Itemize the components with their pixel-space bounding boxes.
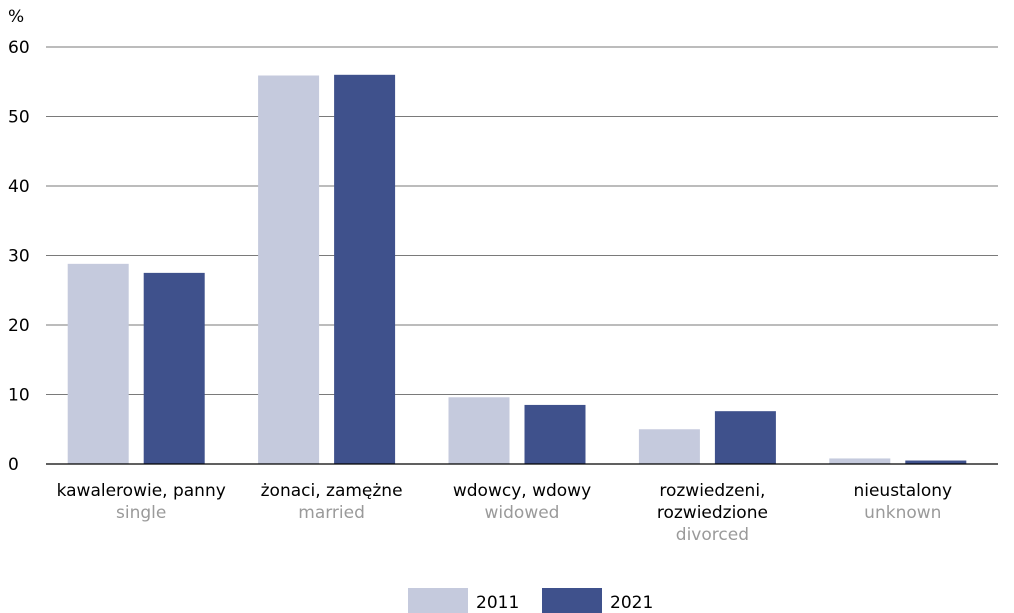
category-sublabel-3: divorced bbox=[676, 525, 749, 545]
category-sublabel-2: widowed bbox=[485, 503, 560, 523]
bar-2021-2 bbox=[524, 404, 586, 464]
legend: 2011 2021 bbox=[408, 588, 653, 613]
bar-2011-3 bbox=[638, 429, 700, 464]
bar-2021-3 bbox=[714, 411, 776, 464]
y-tick-label-0: 0 bbox=[8, 455, 19, 475]
y-unit-label: % bbox=[8, 7, 24, 27]
category-label-4-0: nieustalony bbox=[853, 481, 952, 501]
bar-2011-4 bbox=[829, 458, 891, 464]
legend-swatch-2011 bbox=[408, 588, 468, 613]
category-sublabel-0: single bbox=[116, 503, 166, 523]
y-tick-label-20: 20 bbox=[8, 316, 30, 336]
y-tick-label-40: 40 bbox=[8, 177, 30, 197]
y-tick-label-60: 60 bbox=[8, 38, 30, 58]
legend-swatch-2021 bbox=[542, 588, 602, 613]
legend-label-2011: 2011 bbox=[476, 593, 519, 613]
bar-2011-2 bbox=[448, 397, 510, 464]
category-label-3-0: rozwiedzeni, bbox=[659, 481, 765, 501]
category-sublabel-4: unknown bbox=[864, 503, 941, 523]
y-tick-label-10: 10 bbox=[8, 386, 30, 406]
bar-2021-0 bbox=[143, 272, 205, 464]
category-label-1-0: żonaci, zamężne bbox=[261, 481, 403, 501]
y-tick-label-50: 50 bbox=[8, 108, 30, 128]
bar-2011-1 bbox=[258, 75, 320, 465]
category-sublabel-1: married bbox=[298, 503, 365, 523]
bar-2011-0 bbox=[67, 263, 129, 464]
bar-2021-1 bbox=[334, 74, 396, 465]
bar-2021-4 bbox=[905, 460, 967, 464]
category-label-2-0: wdowcy, wdowy bbox=[453, 481, 591, 501]
category-label-0-0: kawalerowie, panny bbox=[57, 481, 226, 501]
legend-label-2021: 2021 bbox=[610, 593, 653, 613]
bars bbox=[67, 74, 967, 465]
y-tick-label-30: 30 bbox=[8, 247, 30, 267]
category-label-3-1: rozwiedzione bbox=[657, 503, 768, 523]
